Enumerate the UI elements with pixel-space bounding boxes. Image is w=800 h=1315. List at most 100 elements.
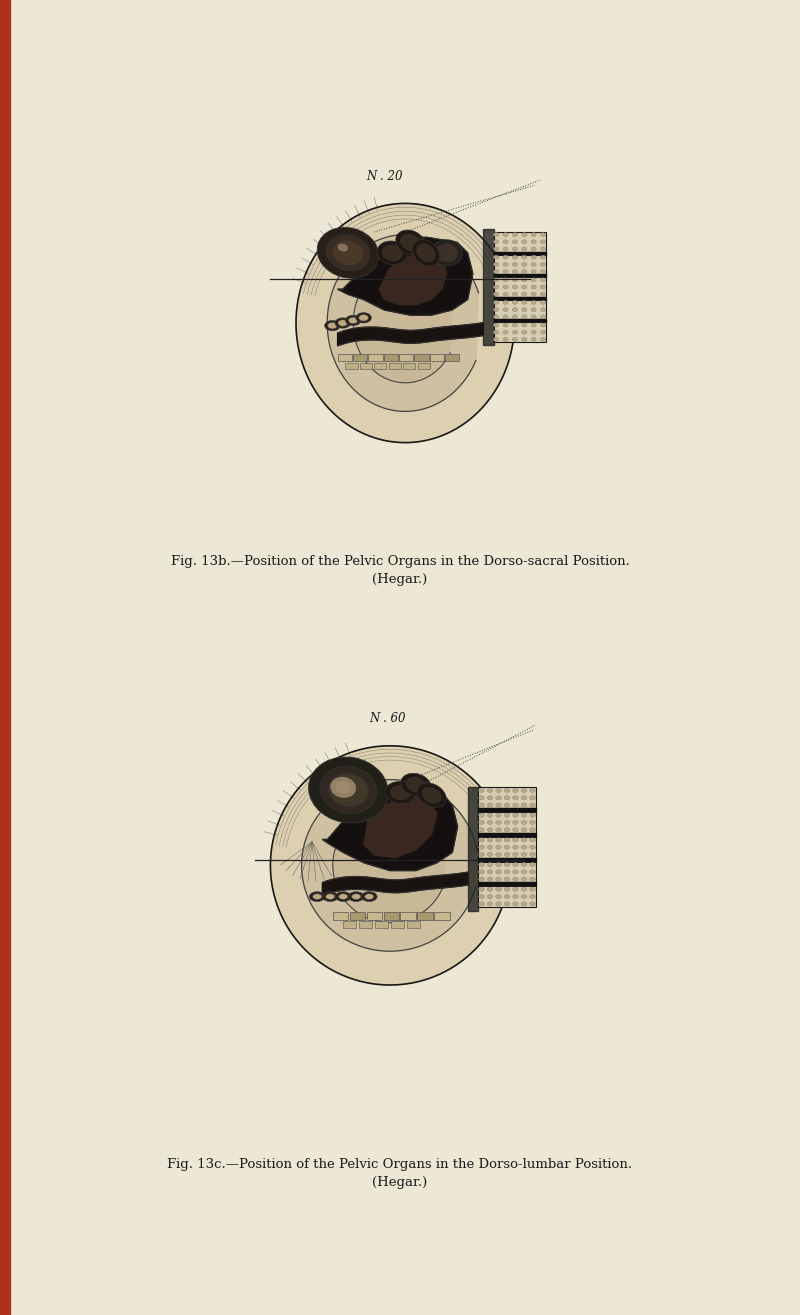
Ellipse shape xyxy=(401,773,431,797)
Ellipse shape xyxy=(487,821,493,825)
Ellipse shape xyxy=(504,803,510,807)
Ellipse shape xyxy=(478,888,484,892)
Ellipse shape xyxy=(541,323,546,327)
Ellipse shape xyxy=(541,314,546,318)
Ellipse shape xyxy=(478,821,484,825)
Ellipse shape xyxy=(513,877,518,881)
Ellipse shape xyxy=(522,323,527,327)
Ellipse shape xyxy=(512,277,518,281)
Polygon shape xyxy=(483,229,494,345)
Ellipse shape xyxy=(494,308,499,312)
Ellipse shape xyxy=(329,773,368,806)
Bar xyxy=(389,363,401,368)
Ellipse shape xyxy=(522,285,527,289)
Ellipse shape xyxy=(512,338,518,342)
Ellipse shape xyxy=(531,314,536,318)
Ellipse shape xyxy=(522,270,527,274)
Polygon shape xyxy=(322,782,458,871)
Ellipse shape xyxy=(494,239,499,243)
Polygon shape xyxy=(338,237,473,316)
Ellipse shape xyxy=(522,263,527,267)
Ellipse shape xyxy=(503,314,508,318)
Ellipse shape xyxy=(531,277,536,281)
Bar xyxy=(368,354,382,362)
Ellipse shape xyxy=(530,821,535,825)
Bar xyxy=(383,913,399,920)
Ellipse shape xyxy=(513,803,518,807)
Ellipse shape xyxy=(521,894,527,898)
Ellipse shape xyxy=(531,285,536,289)
Ellipse shape xyxy=(531,233,536,237)
Ellipse shape xyxy=(309,757,388,823)
Ellipse shape xyxy=(521,838,527,842)
Ellipse shape xyxy=(531,239,536,243)
Ellipse shape xyxy=(513,852,518,856)
Ellipse shape xyxy=(478,894,484,898)
Ellipse shape xyxy=(496,796,502,800)
Ellipse shape xyxy=(496,894,502,898)
Ellipse shape xyxy=(512,239,518,243)
Ellipse shape xyxy=(541,263,546,267)
Ellipse shape xyxy=(401,234,420,251)
Polygon shape xyxy=(379,252,446,305)
Ellipse shape xyxy=(335,318,350,329)
Ellipse shape xyxy=(494,301,499,304)
Ellipse shape xyxy=(478,877,484,881)
Ellipse shape xyxy=(496,869,502,874)
Ellipse shape xyxy=(522,314,527,318)
Ellipse shape xyxy=(512,255,518,259)
Ellipse shape xyxy=(522,338,527,342)
Ellipse shape xyxy=(531,270,536,274)
Bar xyxy=(359,922,372,927)
Ellipse shape xyxy=(487,813,493,818)
Ellipse shape xyxy=(504,789,510,793)
Ellipse shape xyxy=(335,781,351,794)
Ellipse shape xyxy=(513,902,518,906)
Ellipse shape xyxy=(530,894,535,898)
Ellipse shape xyxy=(496,846,502,849)
Ellipse shape xyxy=(504,863,510,867)
Ellipse shape xyxy=(356,313,371,323)
Ellipse shape xyxy=(541,285,546,289)
Ellipse shape xyxy=(504,838,510,842)
Ellipse shape xyxy=(512,233,518,237)
Ellipse shape xyxy=(521,827,527,832)
Polygon shape xyxy=(333,809,446,923)
Ellipse shape xyxy=(513,863,518,867)
Ellipse shape xyxy=(522,247,527,251)
Ellipse shape xyxy=(494,233,499,237)
Polygon shape xyxy=(327,234,478,412)
Ellipse shape xyxy=(530,852,535,856)
Ellipse shape xyxy=(313,894,322,899)
Ellipse shape xyxy=(348,317,358,323)
Ellipse shape xyxy=(487,827,493,832)
Bar xyxy=(343,922,357,927)
Ellipse shape xyxy=(417,245,435,262)
Ellipse shape xyxy=(487,838,493,842)
Ellipse shape xyxy=(417,782,446,807)
Ellipse shape xyxy=(496,803,502,807)
Ellipse shape xyxy=(530,869,535,874)
Polygon shape xyxy=(494,320,546,322)
Text: (Hegar.): (Hegar.) xyxy=(372,573,428,586)
Ellipse shape xyxy=(530,888,535,892)
Ellipse shape xyxy=(487,846,493,849)
Ellipse shape xyxy=(358,314,369,321)
Ellipse shape xyxy=(487,902,493,906)
Ellipse shape xyxy=(504,813,510,818)
Ellipse shape xyxy=(320,767,377,814)
Ellipse shape xyxy=(521,902,527,906)
Ellipse shape xyxy=(377,241,407,264)
Ellipse shape xyxy=(530,789,535,793)
Polygon shape xyxy=(354,263,452,383)
Ellipse shape xyxy=(521,863,527,867)
Ellipse shape xyxy=(513,827,518,832)
Ellipse shape xyxy=(513,888,518,892)
Ellipse shape xyxy=(541,301,546,304)
Ellipse shape xyxy=(326,894,334,899)
FancyBboxPatch shape xyxy=(494,255,546,274)
Ellipse shape xyxy=(494,330,499,334)
Polygon shape xyxy=(494,251,546,255)
Ellipse shape xyxy=(338,894,348,899)
Ellipse shape xyxy=(494,263,499,267)
